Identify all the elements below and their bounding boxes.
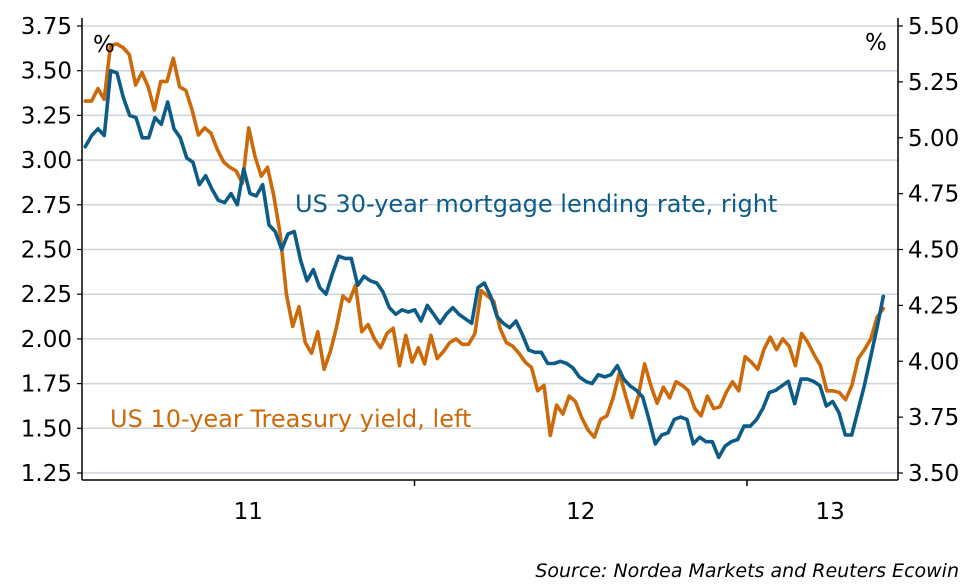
x-tick-label: 11 (234, 499, 263, 525)
left-tick-label: 1.50 (21, 416, 72, 442)
treasury-yield-line (83, 42, 886, 440)
left-tick-label: 3.00 (21, 148, 72, 174)
left-unit-label: % (93, 32, 115, 58)
left-tick-label: 2.75 (21, 193, 72, 219)
mortgage-rate-line (83, 68, 886, 460)
right-tick-label: 4.75 (908, 182, 959, 208)
left-tick-label: 3.25 (21, 103, 72, 129)
x-axis-ticks: 11 12 13 (234, 480, 845, 525)
right-tick-label: 5.00 (908, 126, 959, 152)
x-tick-label: 12 (566, 499, 595, 525)
right-tick-label: 3.75 (908, 405, 959, 431)
right-tick-label: 4.00 (908, 349, 959, 375)
right-tick-label: 5.50 (908, 14, 959, 40)
legend-treasury-label: US 10-year Treasury yield, left (110, 405, 471, 433)
left-tick-label: 3.50 (21, 59, 72, 85)
left-tick-label: 2.00 (21, 327, 72, 353)
right-tick-label: 3.50 (908, 461, 959, 487)
series-lines (83, 42, 886, 460)
left-tick-label: 1.75 (21, 372, 72, 398)
legend-mortgage-label: US 30-year mortgage lending rate, right (295, 190, 777, 218)
left-tick-label: 3.75 (21, 14, 72, 40)
right-unit-label: % (865, 30, 887, 56)
left-tick-label: 2.50 (21, 238, 72, 264)
left-tick-label: 2.25 (21, 282, 72, 308)
right-tick-label: 5.25 (908, 70, 959, 96)
right-tick-label: 4.50 (908, 238, 959, 264)
right-tick-label: 4.25 (908, 293, 959, 319)
right-axis-ticks: 3.50 3.75 4.00 4.25 4.50 4.75 5.00 5.25 5.50 (898, 14, 959, 487)
x-tick-label: 13 (815, 499, 844, 525)
source-note: Source: Nordea Markets and Reuters Ecowi… (535, 560, 959, 582)
left-axis-ticks: 1.25 1.50 1.75 2.00 2.25 2.50 2.75 3.00 3.25 3.50… (21, 14, 82, 487)
left-tick-label: 1.25 (21, 461, 72, 487)
